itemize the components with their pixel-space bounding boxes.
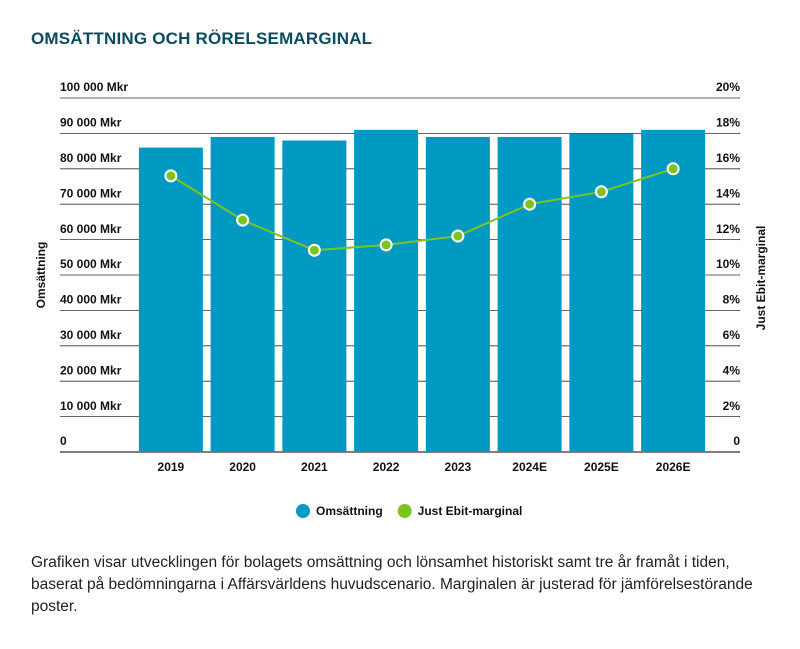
- x-tick-label: 2025E: [584, 460, 619, 474]
- line-point: [594, 185, 608, 199]
- x-tick-label: 2020: [229, 460, 256, 474]
- caption: Grafiken visar utvecklingen för bolagets…: [31, 554, 753, 615]
- y-tick-label: 60 000 Mkr: [60, 222, 122, 236]
- y2-tick-label: 10%: [716, 257, 740, 271]
- line-point: [451, 229, 465, 243]
- y2-tick-label: 12%: [716, 222, 740, 236]
- y-tick-label: 100 000 Mkr: [60, 80, 128, 94]
- chart: 0 10 000 Mkr 20 000 Mkr 30 000 Mkr 40 000 Mk…: [34, 80, 768, 518]
- y-tick-label: 0: [60, 434, 67, 448]
- bar: [138, 147, 203, 452]
- line-point: [164, 169, 178, 183]
- y-axis-title: Omsättning: [34, 242, 48, 309]
- x-tick-label: 2019: [158, 460, 185, 474]
- x-tick-label: 2023: [445, 460, 472, 474]
- bar: [641, 129, 706, 453]
- bar: [354, 129, 419, 453]
- line-point: [523, 197, 537, 211]
- y2-tick-label: 2%: [723, 399, 741, 413]
- y-tick-label: 90 000 Mkr: [60, 116, 122, 130]
- line-point: [379, 238, 393, 252]
- chart-title: OMSÄTTNING OCH RÖRELSEMARGINAL: [31, 29, 373, 48]
- bar: [282, 140, 347, 453]
- line-point: [307, 243, 321, 257]
- x-tick-label: 2026E: [656, 460, 691, 474]
- bar: [425, 136, 490, 452]
- legend-label: Omsättning: [316, 504, 383, 518]
- y2-axis-title: Just Ebit-marginal: [754, 226, 768, 331]
- y2-tick-label: 18%: [716, 116, 740, 130]
- line-point: [236, 213, 250, 227]
- y2-tick-label: 6%: [723, 328, 741, 342]
- legend-label: Just Ebit-marginal: [418, 504, 523, 518]
- y-tick-label: 50 000 Mkr: [60, 257, 122, 271]
- y-tick-label: 30 000 Mkr: [60, 328, 122, 342]
- y-tick-label: 40 000 Mkr: [60, 293, 122, 307]
- y2-tick-label: 0: [733, 434, 740, 448]
- y-tick-label: 20 000 Mkr: [60, 363, 122, 377]
- line-point: [666, 162, 680, 176]
- bar: [497, 136, 562, 452]
- x-tick-label: 2021: [301, 460, 328, 474]
- y-tick-label: 70 000 Mkr: [60, 186, 122, 200]
- x-tick-label: 2024E: [512, 460, 547, 474]
- line: [170, 167, 674, 252]
- y2-tick-label: 14%: [716, 186, 740, 200]
- legend-marker: [296, 504, 310, 518]
- legend-marker: [397, 504, 412, 518]
- y2-tick-label: 4%: [723, 363, 741, 377]
- bar: [569, 133, 634, 452]
- y-tick-label: 10 000 Mkr: [60, 399, 122, 413]
- y-tick-label: 80 000 Mkr: [60, 151, 122, 165]
- y2-tick-label: 20%: [716, 80, 740, 94]
- bar: [210, 136, 275, 452]
- x-tick-label: 2022: [373, 460, 400, 474]
- y2-tick-label: 8%: [723, 293, 741, 307]
- y2-tick-label: 16%: [716, 151, 740, 165]
